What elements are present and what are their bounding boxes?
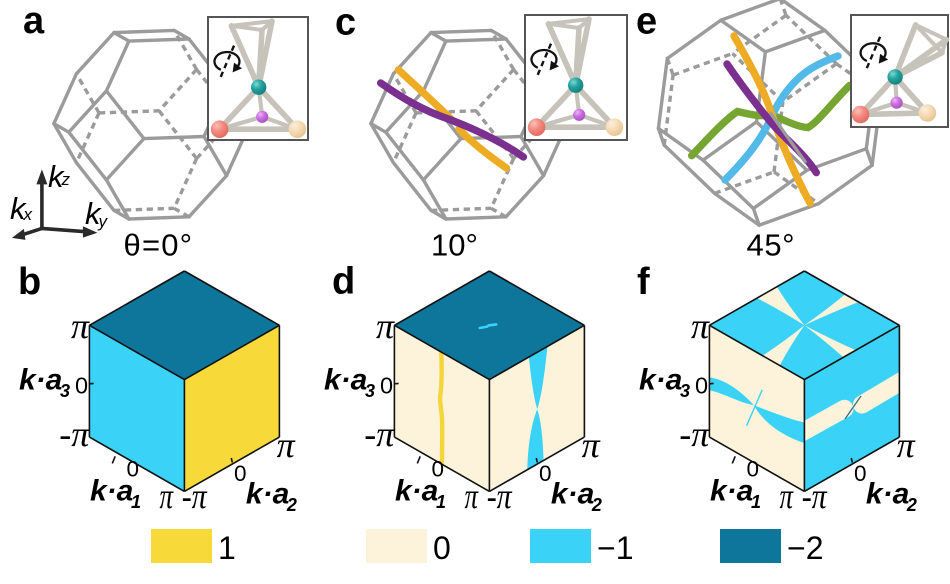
- svg-text:k·a: k·a: [395, 475, 438, 508]
- svg-text:0: 0: [854, 461, 867, 486]
- svg-text:3: 3: [60, 381, 70, 401]
- svg-text:1: 1: [131, 492, 141, 512]
- svg-text:k·a: k·a: [710, 475, 753, 508]
- svg-text:2: 2: [591, 495, 602, 515]
- svg-text:-π: -π: [364, 414, 395, 454]
- svg-text:θ=0°: θ=0°: [124, 228, 194, 263]
- svg-text:π: π: [277, 425, 296, 465]
- svg-text:-π: -π: [182, 476, 208, 516]
- svg-text:π: π: [691, 306, 710, 346]
- svg-text:π: π: [897, 425, 916, 465]
- svg-text:k·a: k·a: [639, 364, 682, 397]
- svg-text:k·a: k·a: [866, 478, 909, 511]
- svg-text:-π: -π: [679, 414, 710, 454]
- svg-text:π: π: [160, 476, 174, 516]
- svg-text:c: c: [335, 2, 356, 44]
- svg-text:e: e: [636, 1, 657, 43]
- svg-text:1: 1: [436, 492, 446, 512]
- svg-text:−2: −2: [787, 530, 823, 566]
- svg-text:1: 1: [218, 530, 236, 566]
- svg-text:10°: 10°: [431, 228, 478, 263]
- svg-text:0: 0: [234, 461, 247, 486]
- svg-text:f: f: [637, 261, 650, 303]
- svg-text:-π: -π: [59, 414, 90, 454]
- svg-text:π: π: [376, 306, 395, 346]
- svg-text:3: 3: [680, 381, 690, 401]
- svg-text:π: π: [71, 306, 90, 346]
- svg-text:-π: -π: [802, 476, 828, 516]
- svg-text:k·a: k·a: [246, 478, 289, 511]
- svg-text:-π: -π: [487, 476, 513, 516]
- svg-text:π: π: [465, 476, 479, 516]
- svg-text:π: π: [780, 476, 794, 516]
- svg-text:0: 0: [380, 373, 393, 399]
- svg-text:a: a: [23, 0, 45, 42]
- svg-text:0: 0: [695, 373, 708, 399]
- svg-text:3: 3: [365, 381, 375, 401]
- svg-text:0: 0: [539, 461, 552, 486]
- svg-text:k·a: k·a: [19, 364, 62, 397]
- svg-text:z: z: [61, 170, 71, 189]
- svg-text:0: 0: [75, 373, 88, 399]
- svg-text:45°: 45°: [747, 228, 796, 263]
- svg-text:π: π: [582, 425, 601, 465]
- svg-text:1: 1: [751, 492, 761, 512]
- svg-text:d: d: [332, 261, 355, 303]
- svg-text:x: x: [23, 205, 33, 224]
- svg-text:k·a: k·a: [90, 475, 133, 508]
- svg-text:b: b: [18, 261, 41, 303]
- svg-text:y: y: [98, 212, 109, 231]
- svg-text:k·a: k·a: [324, 364, 367, 397]
- svg-text:−1: −1: [597, 530, 633, 566]
- svg-text:0: 0: [433, 530, 451, 566]
- svg-text:k·a: k·a: [551, 478, 594, 511]
- svg-text:2: 2: [286, 495, 297, 515]
- svg-text:2: 2: [906, 495, 917, 515]
